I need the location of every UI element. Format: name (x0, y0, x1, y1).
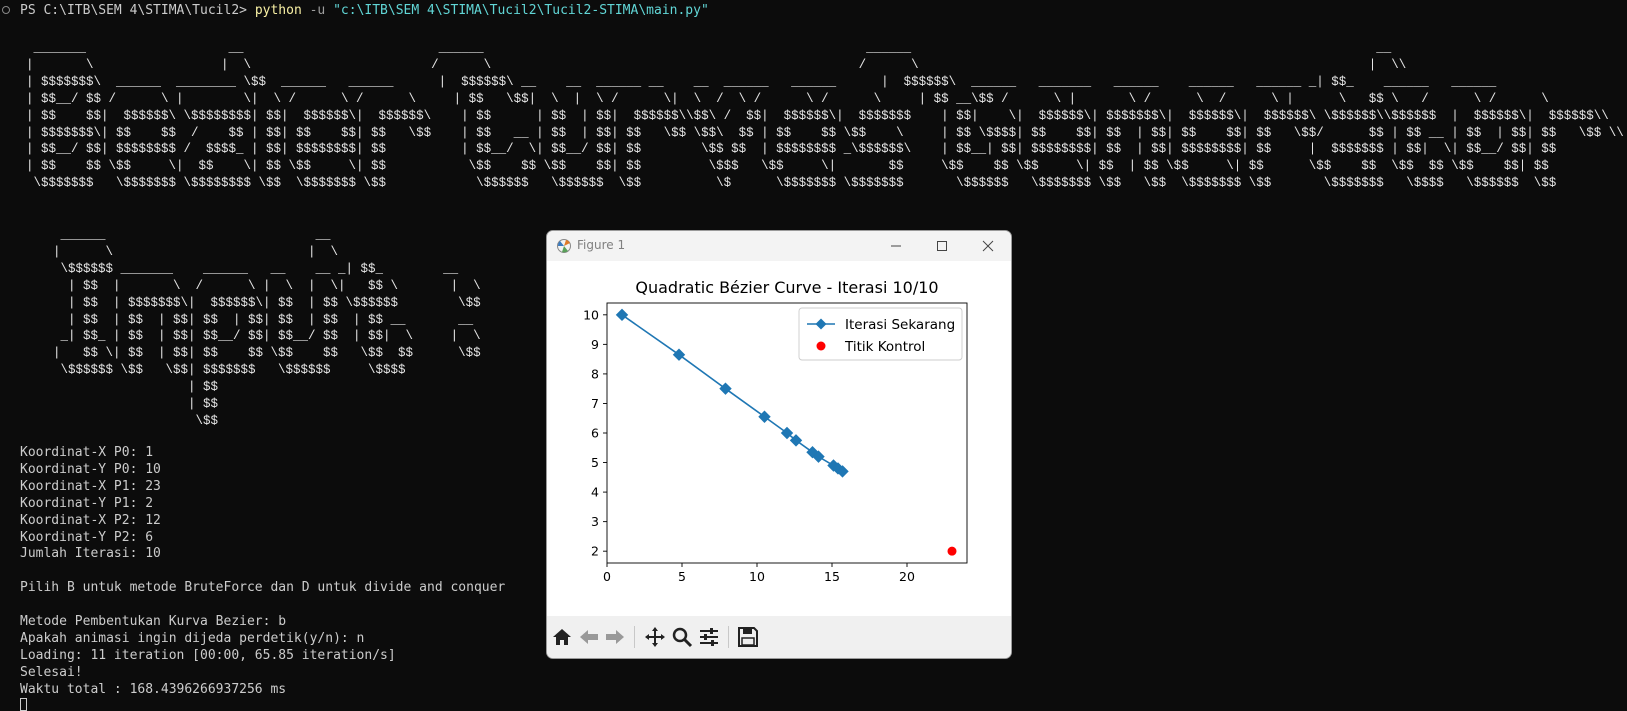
data-point-diamond (780, 426, 794, 440)
save-icon (738, 627, 758, 647)
terminal-output-line: Koordinat-Y P2: 6 (20, 529, 154, 545)
terminal-cursor[interactable] (20, 698, 27, 711)
minimize-button[interactable] (873, 231, 919, 261)
terminal-output-line: Selesai! (20, 664, 83, 680)
control-point (947, 546, 957, 556)
minimize-icon (891, 245, 901, 247)
y-tick-label: 2 (591, 544, 599, 559)
terminal-output-line: Jumlah Iterasi: 10 (20, 546, 161, 562)
command-executable: python (254, 3, 302, 18)
maximize-icon (937, 241, 947, 251)
toolbar-separator (728, 626, 729, 648)
command-flag: -u (309, 3, 326, 18)
terminal-output-line: Pilih B untuk metode BruteForce dan D un… (20, 580, 506, 596)
back-button[interactable] (576, 624, 602, 650)
x-tick-label: 5 (678, 569, 686, 584)
home-icon (553, 629, 571, 645)
prompt-indicator-icon (2, 6, 10, 14)
data-point-diamond (836, 465, 849, 478)
bezier-chart: Quadratic Bézier Curve - Iterasi 10/10 0 5… (583, 278, 968, 584)
pan-button[interactable] (642, 624, 668, 650)
data-point-diamond (812, 450, 825, 463)
x-tick-label: 20 (899, 569, 915, 584)
terminal-output-line: Koordinat-X P1: 23 (20, 478, 161, 494)
home-button[interactable] (549, 624, 575, 650)
maximize-button[interactable] (919, 231, 965, 261)
terminal-output-line: Waktu total : 168.4396266937256 ms (20, 681, 287, 697)
zoom-icon (672, 627, 693, 648)
legend-label: Titik Kontrol (844, 339, 925, 355)
terminal-output-line: Koordinat-Y P1: 2 (20, 495, 154, 511)
ascii-banner-input: ______ __ | \ | \ \$$$$$$ _______ ______… (53, 228, 481, 428)
configure-subplots-button[interactable] (696, 624, 722, 650)
terminal-output-line: Koordinat-Y P0: 10 (20, 461, 161, 477)
matplotlib-icon (557, 239, 571, 253)
data-point-diamond (719, 382, 732, 395)
toolbar-separator (634, 626, 635, 648)
y-tick-label: 10 (583, 307, 599, 322)
x-tick-label: 0 (603, 569, 611, 584)
move-icon (645, 627, 665, 647)
legend-box (798, 307, 963, 361)
figure-toolbar (547, 616, 1011, 658)
data-point-diamond (789, 434, 803, 447)
y-tick-label: 5 (591, 455, 599, 470)
forward-arrow-icon (606, 630, 624, 644)
command-line: PS C:\ITB\SEM 4\STIMA\Tucil2> python -u … (20, 2, 709, 19)
chart-title: Quadratic Bézier Curve - Iterasi 10/10 (635, 278, 938, 297)
data-point-diamond (758, 410, 771, 423)
close-icon (982, 240, 994, 252)
y-tick-label: 3 (591, 514, 599, 529)
figure-titlebar[interactable]: Figure 1 (547, 231, 1011, 261)
x-tick-label: 10 (749, 569, 765, 584)
figure-window[interactable]: Figure 1 Quadratic Bézier Curve - Iteras… (546, 230, 1012, 659)
legend-marker-diamond (815, 318, 827, 330)
terminal-output-line: Koordinat-X P2: 12 (20, 512, 161, 528)
y-tick-label: 8 (591, 366, 599, 381)
save-button[interactable] (735, 624, 761, 650)
legend-marker-circle (816, 341, 826, 351)
terminal-output-line: Koordinat-X P0: 1 (20, 445, 154, 460)
terminal-output-line: Loading: 11 iteration [00:00, 65.85 iter… (20, 647, 396, 663)
forward-button[interactable] (602, 624, 628, 650)
command-path: "c:\ITB\SEM 4\STIMA\Tucil2\Tucil2-STIMA\… (333, 3, 709, 18)
data-point-diamond (615, 308, 629, 322)
x-tick-label: 15 (824, 569, 840, 584)
y-tick-label: 7 (591, 396, 599, 411)
terminal-output-line: Metode Pembentukan Kurva Bezier: b (20, 614, 287, 629)
plot-area[interactable]: Quadratic Bézier Curve - Iterasi 10/10 0 5… (547, 261, 1011, 596)
zoom-button[interactable] (669, 624, 695, 650)
figure-title: Figure 1 (577, 238, 626, 252)
y-tick-label: 4 (591, 485, 599, 500)
prompt-text: PS C:\ITB\SEM 4\STIMA\Tucil2> (20, 3, 247, 18)
y-tick-label: 9 (591, 337, 599, 352)
ascii-banner-title: _______ __ ______ ______ __ | \ (26, 41, 1624, 191)
legend-label: Iterasi Sekarang (845, 317, 955, 333)
terminal-output-line: Apakah animasi ingin dijeda perdetik(y/n… (20, 630, 365, 646)
y-tick-label: 6 (591, 426, 599, 441)
configure-subplots-icon (700, 628, 718, 646)
close-button[interactable] (965, 231, 1011, 261)
data-point-diamond (672, 348, 686, 361)
back-arrow-icon (580, 630, 598, 644)
